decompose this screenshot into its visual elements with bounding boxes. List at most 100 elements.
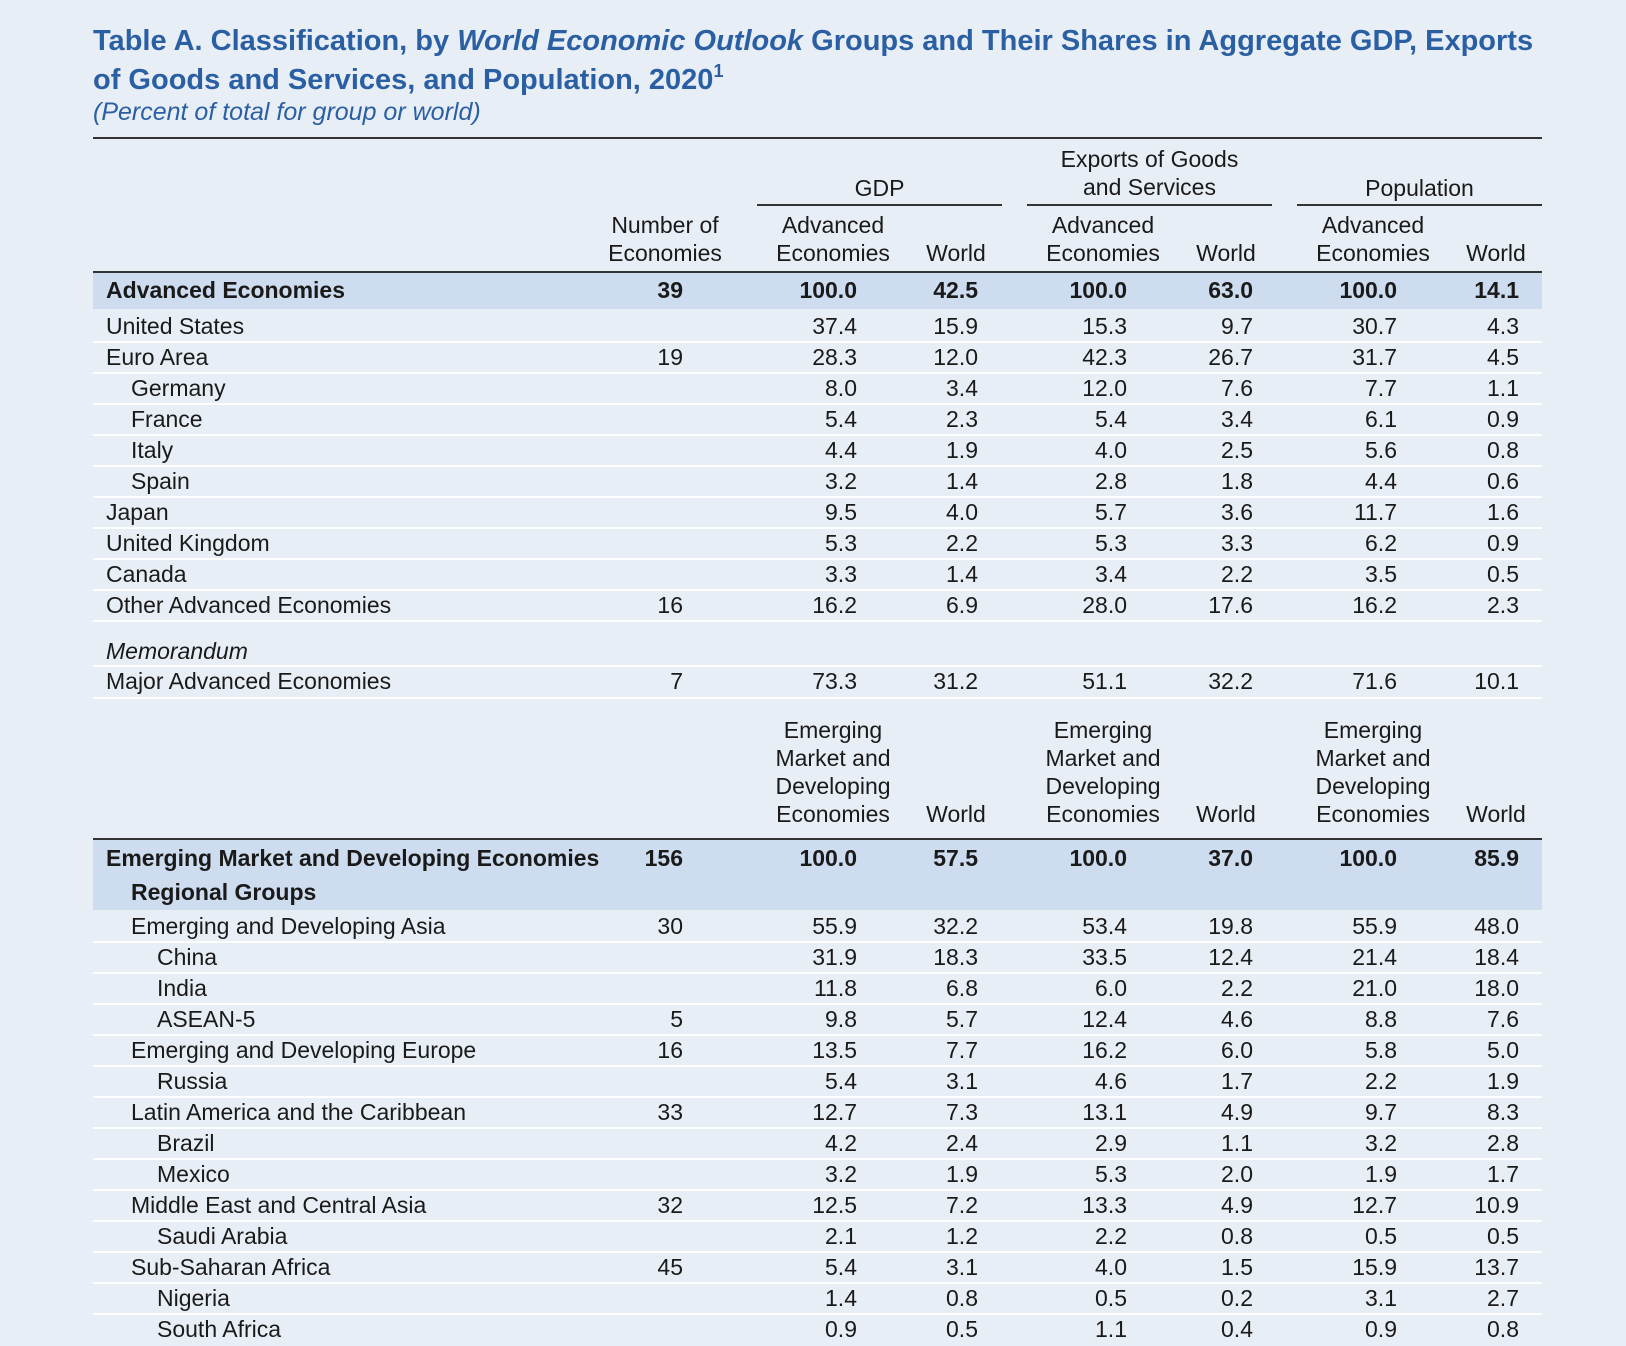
- row-separator: [93, 1189, 1542, 1191]
- cell-gdp-world: 0.8: [946, 1285, 978, 1311]
- table-row: France 5.4 2.3 5.4 3.4 6.1 0.9: [0, 404, 1626, 435]
- cell-exports-advanced: 1.1: [1095, 1316, 1127, 1342]
- cell-exports-world: 4.9: [1221, 1099, 1253, 1125]
- row-label: United Kingdom: [106, 530, 270, 556]
- row-label: Japan: [106, 499, 169, 525]
- regional-groups-label: Regional Groups: [131, 879, 317, 905]
- cell-population-advanced: 21.4: [1352, 944, 1397, 970]
- cell-number-of-economies: 16: [657, 1037, 683, 1063]
- cell-exports-advanced: 6.0: [1095, 975, 1127, 1001]
- header-gdp-world-2: World: [926, 801, 986, 827]
- row-separator: [93, 1282, 1542, 1284]
- row-separator: [93, 941, 1542, 943]
- cell-exports-advanced: 5.3: [1095, 1161, 1127, 1187]
- cell-population-advanced: 16.2: [1352, 592, 1397, 618]
- row-label: United States: [106, 313, 245, 339]
- table-row: Italy 4.4 1.9 4.0 2.5 5.6 0.8: [0, 435, 1626, 466]
- cell-exports-world: 17.6: [1208, 592, 1253, 618]
- cell-gdp-world: 2.3: [946, 406, 978, 432]
- row-separator: [93, 372, 1542, 374]
- cell-number-of-economies: 156: [644, 845, 683, 871]
- cell-gdp-advanced: 4.2: [825, 1130, 857, 1156]
- cell-gdp-advanced: 12.5: [812, 1192, 857, 1218]
- cell-gdp-advanced: 5.4: [825, 406, 857, 432]
- cell-gdp-advanced: 37.4: [812, 313, 857, 339]
- cell-exports-world: 3.6: [1221, 499, 1253, 525]
- cell-population-world: 18.4: [1474, 944, 1519, 970]
- row-separator: [93, 1065, 1542, 1067]
- cell-gdp-world: 7.7: [946, 1037, 978, 1063]
- header-exports-world-2: World: [1196, 801, 1256, 827]
- cell-exports-advanced: 12.0: [1082, 375, 1127, 401]
- row-separator: [93, 434, 1542, 436]
- row-separator: [93, 697, 1542, 699]
- row-label: Russia: [157, 1068, 228, 1094]
- cell-exports-world: 1.5: [1221, 1254, 1253, 1280]
- cell-population-world: 1.9: [1487, 1068, 1519, 1094]
- cell-exports-advanced: 12.4: [1082, 1006, 1127, 1032]
- row-label: Other Advanced Economies: [106, 592, 392, 618]
- cell-population-world: 0.9: [1487, 530, 1519, 556]
- cell-exports-world: 6.0: [1221, 1037, 1253, 1063]
- table-row: Germany 8.0 3.4 12.0 7.6 7.7 1.1: [0, 373, 1626, 404]
- cell-exports-advanced: 0.5: [1095, 1285, 1127, 1311]
- cell-gdp-world: 57.5: [933, 845, 978, 871]
- cell-exports-world: 4.9: [1221, 1192, 1253, 1218]
- cell-gdp-advanced: 100.0: [799, 277, 857, 303]
- cell-population-advanced: 100.0: [1339, 845, 1397, 871]
- row-label: China: [157, 944, 218, 970]
- cell-population-advanced: 5.6: [1365, 437, 1397, 463]
- cell-gdp-world: 3.4: [946, 375, 978, 401]
- cell-exports-advanced: 3.4: [1095, 561, 1127, 587]
- row-label: Middle East and Central Asia: [131, 1192, 427, 1218]
- cell-population-world: 18.0: [1474, 975, 1519, 1001]
- cell-gdp-advanced: 3.2: [825, 1161, 857, 1187]
- cell-population-world: 7.6: [1487, 1006, 1519, 1032]
- table-row: ASEAN-5 5 9.8 5.7 12.4 4.6 8.8 7.6: [0, 1004, 1626, 1035]
- cell-population-world: 10.9: [1474, 1192, 1519, 1218]
- table-row: Latin America and the Caribbean 33 12.7 7.3…: [0, 1097, 1626, 1128]
- cell-population-advanced: 3.1: [1365, 1285, 1397, 1311]
- cell-population-advanced: 1.9: [1365, 1161, 1397, 1187]
- cell-exports-world: 9.7: [1221, 313, 1253, 339]
- cell-gdp-world: 31.2: [933, 668, 978, 694]
- cell-gdp-world: 1.9: [946, 437, 978, 463]
- cell-population-advanced: 31.7: [1352, 344, 1397, 370]
- cell-number-of-economies: 32: [657, 1192, 683, 1218]
- table-row: Emerging and Developing Europe 16 13.5 7.7 1…: [0, 1035, 1626, 1066]
- cell-population-advanced: 100.0: [1339, 277, 1397, 303]
- cell-exports-world: 0.8: [1221, 1223, 1253, 1249]
- header-exports-advanced: Advanced Economies: [1046, 212, 1160, 266]
- cell-population-world: 2.3: [1487, 592, 1519, 618]
- cell-population-advanced: 71.6: [1352, 668, 1397, 694]
- cell-exports-world: 2.2: [1221, 975, 1253, 1001]
- cell-gdp-world: 0.5: [946, 1316, 978, 1342]
- header-population-emde: Emerging Market and Developing Economies: [1315, 717, 1431, 827]
- cell-gdp-advanced: 1.4: [825, 1285, 857, 1311]
- cell-population-world: 10.1: [1474, 668, 1519, 694]
- cell-number-of-economies: 7: [670, 668, 683, 694]
- cell-exports-advanced: 13.1: [1082, 1099, 1127, 1125]
- cell-gdp-world: 6.8: [946, 975, 978, 1001]
- cell-exports-advanced: 4.0: [1095, 437, 1127, 463]
- cell-population-world: 5.0: [1487, 1037, 1519, 1063]
- cell-gdp-world: 7.3: [946, 1099, 978, 1125]
- emde-header-rule: [93, 838, 1542, 840]
- row-label: Euro Area: [106, 344, 209, 370]
- row-label: Sub-Saharan Africa: [131, 1254, 331, 1280]
- cell-population-advanced: 6.1: [1365, 406, 1397, 432]
- cell-exports-advanced: 33.5: [1082, 944, 1127, 970]
- cell-gdp-advanced: 12.7: [812, 1099, 857, 1125]
- cell-population-advanced: 7.7: [1365, 375, 1397, 401]
- table-row: Canada 3.3 1.4 3.4 2.2 3.5 0.5: [0, 559, 1626, 590]
- row-label: Emerging and Developing Asia: [131, 913, 446, 939]
- cell-gdp-advanced: 73.3: [812, 668, 857, 694]
- table-title: Table A. Classification, by World Econom…: [93, 25, 1534, 96]
- cell-population-advanced: 21.0: [1352, 975, 1397, 1001]
- cell-gdp-advanced: 28.3: [812, 344, 857, 370]
- row-separator: [93, 1096, 1542, 1098]
- table-row: Other Advanced Economies 16 16.2 6.9 28.0 17.…: [0, 590, 1626, 621]
- cell-gdp-world: 3.1: [946, 1068, 978, 1094]
- table-row: Emerging and Developing Asia 30 55.9 32.2 53…: [0, 911, 1626, 942]
- cell-gdp-world: 6.9: [946, 592, 978, 618]
